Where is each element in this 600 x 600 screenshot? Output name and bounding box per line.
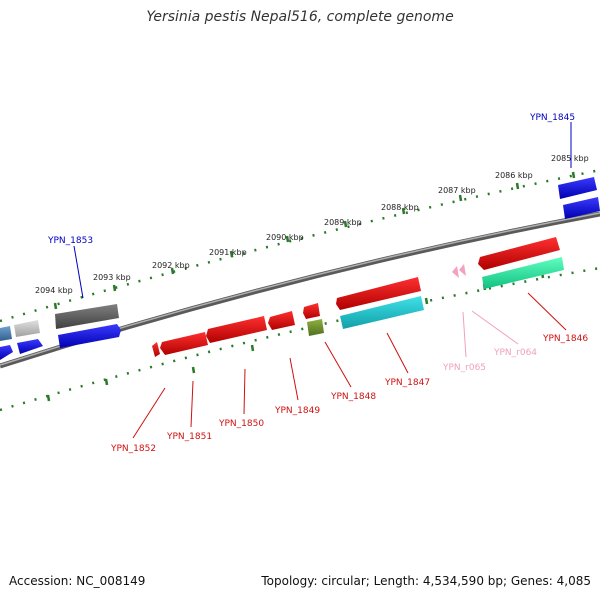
label-ypn-1851: YPN_1851 [166, 432, 212, 442]
gene-ypn-1847-feature[interactable] [336, 277, 424, 329]
left-edge-genes[interactable] [0, 320, 43, 360]
topology-label: Topology: circular; Length: 4,534,590 bp… [261, 574, 591, 588]
gene-ypn-1851-feature[interactable] [160, 332, 208, 355]
tick-label-2087: 2087 kbp [438, 186, 476, 195]
label-leader-lines [73, 122, 572, 439]
label-ypn-1850: YPN_1850 [218, 419, 264, 429]
accession-label: Accession: NC_008149 [9, 574, 146, 588]
tick-label-2086: 2086 kbp [495, 171, 533, 180]
tick-label-2090: 2090 kbp [266, 233, 304, 242]
rna-r064-r065-feature[interactable] [452, 264, 466, 278]
genome-title: Yersinia pestis Nepal516, complete genom… [146, 9, 454, 25]
label-ypn-1845: YPN_1845 [529, 113, 575, 123]
gene-ypn-1846-feature[interactable] [478, 237, 564, 289]
label-ypn-1849: YPN_1849 [274, 406, 320, 416]
gene-ypn-1853-block[interactable] [55, 304, 121, 348]
label-ypn-1853: YPN_1853 [47, 236, 93, 246]
tick-label-2089: 2089 kbp [324, 218, 362, 227]
tick-label-2092: 2092 kbp [152, 261, 190, 270]
tick-label-2094: 2094 kbp [35, 286, 73, 295]
label-ypn-1852: YPN_1852 [110, 444, 156, 454]
tick-label-2085: 2085 kbp [551, 154, 589, 163]
outer-major-ticks [53, 171, 576, 310]
label-ypn-1846: YPN_1846 [542, 334, 588, 344]
gene-ypn-1850-feature[interactable] [206, 316, 267, 343]
label-ypn-1847: YPN_1847 [384, 378, 430, 388]
label-ypn-r064: YPN_r064 [493, 348, 537, 358]
tick-label-2093: 2093 kbp [93, 273, 131, 282]
inner-major-ticks [46, 271, 545, 402]
gene-ypn-1845-block[interactable] [558, 177, 600, 219]
label-ypn-1848: YPN_1848 [330, 392, 376, 402]
tick-label-2088: 2088 kbp [381, 203, 419, 212]
gene-ypn-1848-feature[interactable] [303, 303, 324, 336]
gene-ypn-1849-feature[interactable] [268, 311, 295, 330]
gene-ypn-1852-feature[interactable] [152, 342, 160, 357]
tick-label-2091: 2091 kbp [209, 248, 247, 257]
label-ypn-r065: YPN_r065 [442, 363, 486, 373]
